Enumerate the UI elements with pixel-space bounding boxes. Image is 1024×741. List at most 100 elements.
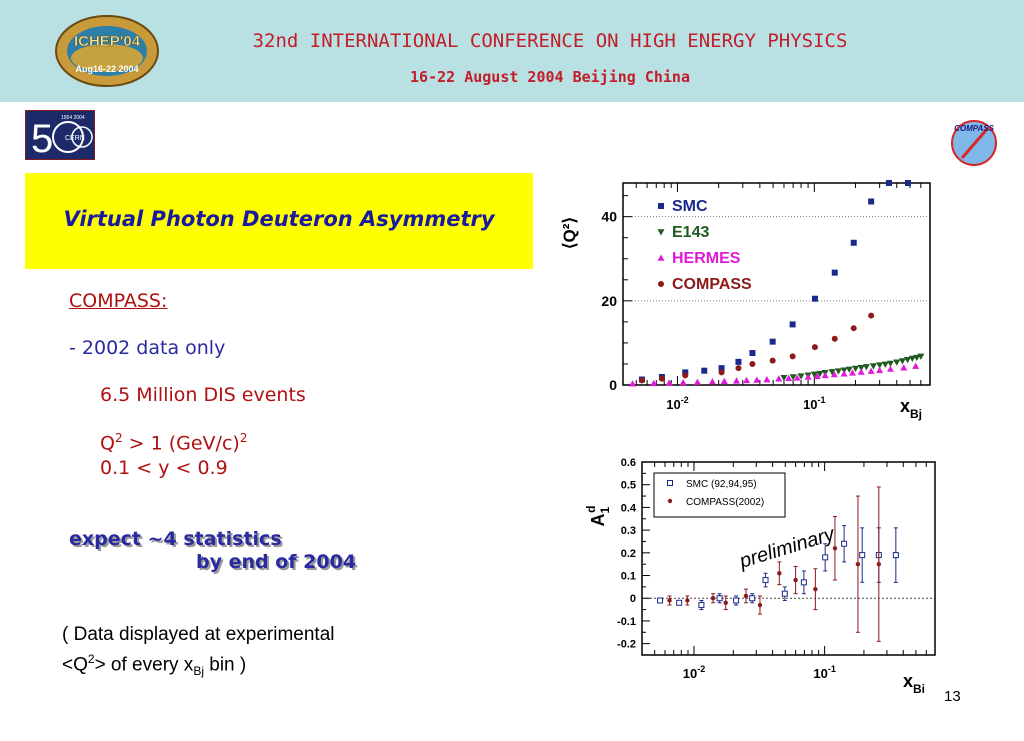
data-point: [831, 335, 838, 342]
y-tick-label: -0.2: [617, 639, 636, 651]
a1d-vs-xbj-chart: -0.2 -0.1 0 0.1 0.2 0.3 0.4 0.5 0.6 10-2 10-1 A1d xB…: [584, 457, 936, 696]
data-point: [762, 577, 769, 584]
y-tick-label: 0.4: [621, 502, 637, 514]
data-point: [665, 379, 673, 386]
data-point: [813, 586, 818, 592]
data-point: [789, 321, 796, 328]
data-point: [840, 370, 848, 377]
data-point: [769, 338, 776, 345]
cern-50-logo: 5 CERN 1954 2004: [25, 110, 95, 160]
slide-title-box: Virtual Photon Deuteron Asymmetry: [25, 173, 533, 269]
data-point: [850, 239, 857, 246]
compass-logo-text: COMPASS: [954, 124, 995, 133]
conference-dates: 16-22 August 2004 Beijing China: [410, 68, 690, 86]
data-point: [780, 375, 788, 382]
y-tick-label: 20: [601, 293, 617, 309]
data-point: [701, 367, 708, 374]
slide-title: Virtual Photon Deuteron Asymmetry: [63, 207, 495, 231]
y-axis-label: A1d: [584, 505, 612, 526]
data-point: [797, 373, 805, 380]
data-point: [908, 355, 916, 362]
data-point: [892, 552, 899, 559]
data-point: [781, 590, 788, 597]
data-point: [733, 597, 740, 604]
note-line-1: ( Data displayed at experimental: [62, 624, 335, 645]
conference-title: 32nd INTERNATIONAL CONFERENCE ON HIGH EN…: [252, 30, 848, 52]
data-point: [831, 269, 838, 276]
legend-label: COMPASS: [672, 276, 752, 293]
y-tick-label: 0.1: [621, 571, 636, 583]
data-point: [698, 602, 705, 609]
series-compass-2002-: [667, 486, 882, 642]
data-point: [832, 546, 838, 551]
data-point: [869, 363, 877, 370]
data-point: [650, 379, 658, 387]
data-point: [667, 598, 672, 603]
legend-label: SMC: [672, 198, 708, 215]
legend-box: [653, 472, 786, 518]
legend-label: SMC (92,94,95): [686, 479, 757, 490]
cern-logo-text: CERN: [65, 135, 85, 142]
data-point: [828, 369, 836, 376]
legend-label: E143: [672, 224, 709, 241]
data-point: [629, 380, 637, 387]
x-tick-label: 10-1: [803, 395, 825, 412]
data-point: [718, 365, 725, 372]
series-e143: [780, 353, 925, 382]
data-point: [900, 364, 908, 371]
q2-vs-xbj-chart: 0 20 40 10-2 10-1 ⟨Q²⟩ xBj SMC E143 HERMES COMPASS: [560, 180, 931, 421]
data-point: [881, 361, 889, 368]
x-axis-label: xBi: [903, 671, 925, 696]
compass-label: COMPASS:: [69, 290, 168, 312]
data-point: [821, 371, 829, 379]
data-point: [693, 378, 701, 385]
data-point: [811, 344, 818, 351]
data-point: [749, 350, 756, 357]
ichep-logo: ICHEP'04 Aug16-22 2004: [55, 15, 159, 87]
expect-line-1: expect ~4 statistics: [69, 528, 282, 550]
legend-marker: [658, 281, 664, 287]
data-point: [800, 579, 807, 586]
data-point: [676, 599, 683, 606]
legend-marker: [667, 480, 673, 486]
x-axis-label: xBj: [900, 396, 922, 421]
data-point: [789, 353, 796, 360]
expect-line-2: by end of 2004: [196, 551, 357, 573]
data-point: [718, 369, 725, 376]
data-point: [775, 375, 783, 382]
data-point: [753, 376, 761, 383]
data-point: [857, 368, 865, 375]
data-point: [904, 180, 911, 186]
data-point: [743, 593, 749, 599]
data-point: [841, 540, 848, 547]
data-point: [876, 366, 884, 374]
data-point: [757, 602, 763, 608]
data-point: [810, 371, 818, 378]
data-point: [898, 358, 906, 365]
data-point: [716, 595, 723, 602]
data-point: [685, 598, 690, 603]
data-point: [816, 370, 824, 378]
y-tick-label: 0.3: [621, 525, 636, 537]
data-point: [859, 552, 866, 559]
y-tick-label: 0.6: [621, 457, 636, 469]
legend-label: HERMES: [672, 250, 741, 267]
data-point: [658, 375, 665, 382]
data-line: - 2002 data only: [69, 337, 226, 359]
data-point: [913, 354, 921, 362]
y-tick-label: 0: [630, 593, 636, 605]
ichep-logo-text: ICHEP'04: [74, 33, 141, 50]
legend-marker: [657, 254, 665, 261]
data-point: [867, 367, 875, 374]
data-point: [885, 180, 892, 186]
data-point: [834, 368, 842, 375]
data-point: [723, 600, 728, 605]
data-point: [733, 377, 741, 384]
data-point: [735, 365, 742, 372]
ichep-logo-dates: Aug16-22 2004: [75, 64, 138, 74]
x-tick-label: 10-2: [683, 664, 705, 681]
data-point: [830, 370, 838, 378]
data-point: [679, 378, 687, 386]
data-point: [749, 360, 756, 367]
data-point: [893, 359, 901, 366]
